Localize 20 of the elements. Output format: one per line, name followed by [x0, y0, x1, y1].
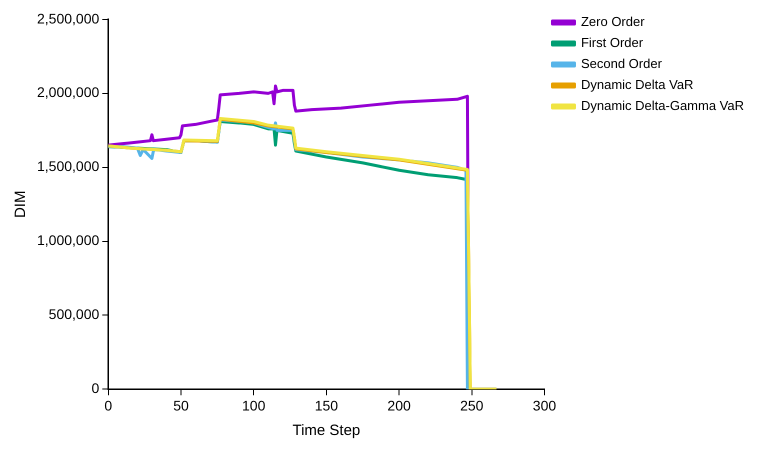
- y-tick-label: 500,000: [48, 306, 100, 322]
- y-axis-title: DIM: [12, 190, 30, 218]
- x-tick-label: 100: [242, 397, 266, 414]
- y-tick-label: 0: [91, 380, 100, 396]
- y-tick-label: 2,000,000: [36, 84, 100, 100]
- x-tick-label: 50: [173, 397, 189, 414]
- legend-label: Zero Order: [580, 14, 646, 30]
- legend-label: Second Order: [580, 56, 663, 72]
- legend-label: First Order: [580, 35, 644, 50]
- x-tick-label: 0: [104, 397, 112, 414]
- x-tick-label: 250: [460, 397, 484, 414]
- y-tick-label: 2,500,000: [36, 10, 100, 26]
- x-tick-label: 150: [314, 397, 338, 414]
- y-tick-label: 1,500,000: [36, 158, 100, 174]
- y-tick-label: 1,000,000: [36, 232, 100, 248]
- x-tick-label: 300: [532, 397, 556, 414]
- x-tick-label: 200: [387, 397, 411, 414]
- x-axis-title: Time Step: [292, 422, 360, 440]
- legend-label: Dynamic Delta-Gamma VaR: [580, 98, 744, 114]
- legend-label: Dynamic Delta VaR: [580, 77, 694, 92]
